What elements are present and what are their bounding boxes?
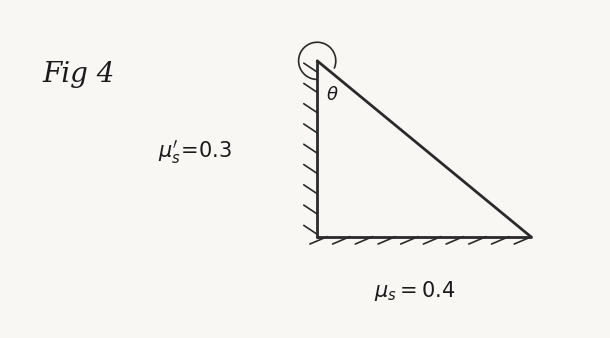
Text: $\mu_s = 0.4$: $\mu_s = 0.4$ [374,279,456,303]
Text: $\mu_s'\!=\!0.3$: $\mu_s'\!=\!0.3$ [157,138,232,166]
Text: $\theta$: $\theta$ [326,86,339,104]
Text: Fig 4: Fig 4 [43,61,115,88]
